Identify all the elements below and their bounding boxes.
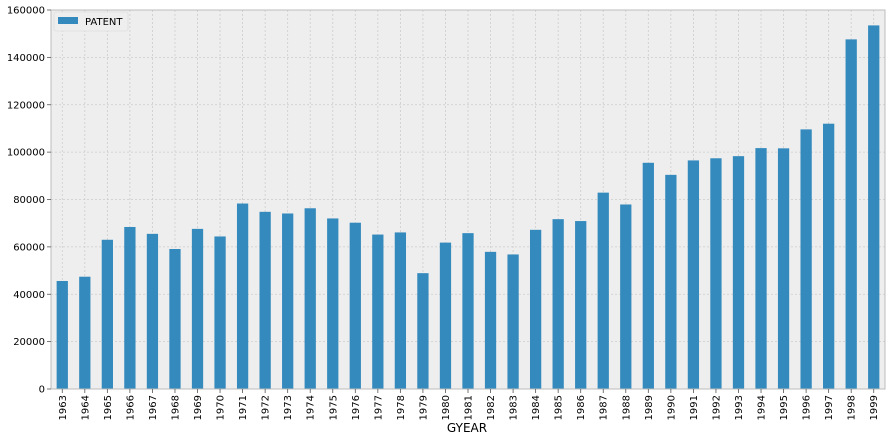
bar-1993 (732, 156, 745, 389)
x-tick-label: 1999 (869, 395, 880, 420)
x-tick-label: 1987 (599, 395, 610, 420)
bar-1979 (417, 273, 429, 389)
bar-1984 (529, 229, 542, 389)
y-tick-label: 60000 (13, 242, 45, 253)
bar-1969 (191, 228, 204, 389)
bar-1970 (214, 236, 226, 389)
legend: PATENT (53, 11, 129, 32)
x-tick-label: 1964 (80, 395, 91, 420)
x-tick-label: 1994 (757, 395, 768, 420)
bar-1996 (800, 129, 812, 389)
bar-1971 (236, 203, 249, 389)
x-tick-label: 1966 (125, 395, 136, 420)
bar-1963 (56, 280, 68, 389)
y-tick-label: 120000 (7, 100, 45, 111)
bar-1995 (777, 148, 790, 389)
legend-swatch (58, 17, 78, 24)
y-tick-label: 0 (39, 385, 45, 396)
x-tick-label: 1974 (306, 395, 317, 420)
bar-1975 (327, 218, 339, 389)
x-tick-label: 1971 (238, 395, 249, 420)
y-tick-label: 160000 (7, 6, 45, 17)
bar-1986 (575, 221, 587, 389)
x-tick-label: 1988 (621, 395, 632, 420)
bar-1985 (552, 219, 564, 389)
x-tick-label: 1983 (509, 395, 520, 420)
x-tick-label: 1979 (418, 395, 429, 420)
bar-1991 (687, 160, 700, 389)
bar-1966 (124, 226, 136, 389)
x-tick-label: 1997 (824, 395, 835, 420)
x-tick-label: 1998 (847, 395, 858, 420)
bar-1973 (282, 213, 294, 389)
bar-1980 (439, 242, 452, 389)
bar-1998 (845, 39, 857, 390)
bar-1983 (507, 254, 519, 389)
bar-1978 (394, 232, 407, 389)
x-tick-label: 1989 (644, 395, 655, 420)
x-axis-ticks: 1963 1964 1965 1966 1967 1968 1969 1970 1971 1972… (58, 389, 880, 420)
bar-1967 (146, 233, 159, 389)
bar-1997 (823, 123, 835, 389)
bar-1968 (169, 249, 181, 389)
bar-1999 (868, 25, 880, 389)
x-tick-label: 1977 (373, 395, 384, 420)
x-tick-label: 1996 (802, 395, 813, 420)
bar-1977 (372, 234, 384, 389)
x-tick-label: 1978 (396, 395, 407, 420)
x-tick-label: 1995 (779, 395, 790, 420)
x-tick-label: 1981 (464, 395, 475, 420)
y-tick-label: 20000 (13, 337, 45, 348)
bar-1972 (259, 211, 271, 389)
x-tick-label: 1991 (689, 395, 700, 420)
x-tick-label: 1985 (554, 395, 565, 420)
bar-1964 (79, 276, 91, 389)
x-tick-label: 1980 (441, 395, 452, 420)
x-tick-label: 1963 (58, 395, 69, 420)
bar-1990 (665, 174, 677, 389)
x-tick-label: 1976 (351, 395, 362, 420)
x-tick-label: 1992 (711, 395, 722, 420)
bar-1994 (755, 148, 767, 389)
x-tick-label: 1990 (666, 395, 677, 420)
x-tick-label: 1982 (486, 395, 497, 420)
x-tick-label: 1986 (576, 395, 587, 420)
y-tick-label: 100000 (7, 148, 45, 159)
x-tick-label: 1968 (170, 395, 181, 420)
x-tick-label: 1975 (328, 395, 339, 420)
x-tick-label: 1970 (216, 395, 227, 420)
x-tick-label: 1967 (148, 395, 159, 420)
bar-1987 (597, 192, 609, 389)
x-tick-label: 1993 (734, 395, 745, 420)
y-tick-label: 80000 (13, 195, 45, 206)
x-tick-label: 1972 (261, 395, 272, 420)
bar-1981 (462, 233, 474, 389)
x-tick-label: 1973 (283, 395, 294, 420)
bar-1976 (349, 222, 361, 389)
y-tick-label: 140000 (7, 53, 45, 64)
x-tick-label: 1965 (103, 395, 114, 420)
x-axis-title: GYEAR (447, 421, 487, 435)
x-tick-label: 1984 (531, 395, 542, 420)
legend-box (53, 11, 129, 32)
bar-1989 (642, 162, 654, 389)
bar-1974 (304, 208, 316, 389)
x-tick-label: 1969 (193, 395, 204, 420)
bar-1988 (620, 204, 632, 389)
bar-1992 (710, 158, 722, 389)
bar-1965 (101, 239, 113, 389)
legend-label: PATENT (85, 17, 123, 28)
y-axis-ticks: 0 20000 40000 60000 80000 100000 120000 140000 1… (7, 6, 51, 396)
bar-1982 (484, 251, 497, 389)
bars (56, 25, 880, 390)
y-tick-label: 40000 (13, 290, 45, 301)
